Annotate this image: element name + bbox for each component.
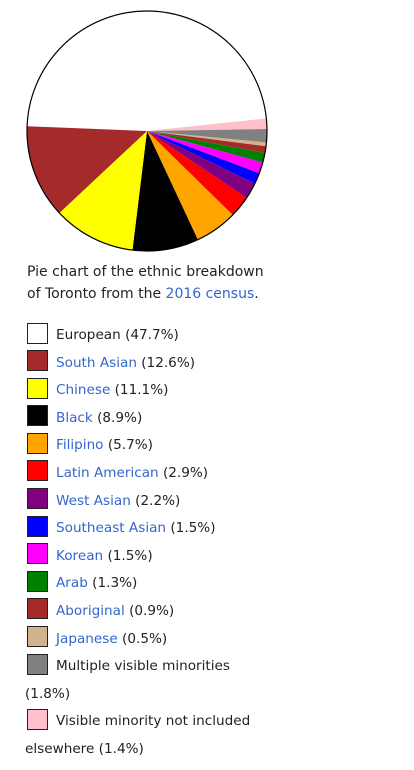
- legend-label[interactable]: West Asian: [56, 492, 131, 509]
- pie-slice-japanese: [147, 131, 267, 147]
- legend-item-latin-american: Latin American (2.9%): [27, 460, 347, 488]
- pie-slice-aboriginal: [147, 131, 267, 153]
- legend-label[interactable]: Korean: [56, 547, 104, 564]
- legend-percent: (5.7%): [103, 437, 153, 454]
- pie-slice-west-asian: [147, 131, 255, 199]
- legend-swatch: [27, 322, 48, 344]
- legend-percent: (2.2%): [130, 492, 181, 509]
- legend-label[interactable]: Southeast Asian: [56, 520, 167, 537]
- pie-slice-filipino: [147, 131, 233, 240]
- legend-swatch: [27, 543, 48, 565]
- legend-percent: (2.9%): [158, 464, 209, 481]
- pie-slice-south-asian: [26, 126, 148, 213]
- legend-swatch: [27, 708, 48, 730]
- pie-slice-korean: [147, 131, 263, 174]
- legend-item-chinese: Chinese (11.1%): [27, 377, 347, 405]
- legend-item-west-asian: West Asian (2.2%): [27, 488, 347, 516]
- legend-label[interactable]: Latin American: [56, 464, 159, 481]
- legend-label[interactable]: Arab: [56, 575, 88, 592]
- caption-line-1: Pie chart of the ethnic breakdown: [27, 264, 264, 280]
- caption-line-2-prefix: of Toronto from the: [27, 286, 166, 302]
- pie-slice-multiple-visible-minorities: [147, 128, 267, 143]
- legend-percent: (1.5%): [166, 520, 216, 537]
- legend-percent: (1.3%): [87, 575, 138, 592]
- caption-line-2-suffix: .: [254, 286, 259, 302]
- legend-item-black: Black (8.9%): [27, 405, 347, 433]
- legend-percent: (8.9%): [92, 409, 143, 426]
- legend-percent: (0.9%): [124, 602, 175, 619]
- pie-chart: [26, 10, 268, 252]
- pie-slice-visible-minority-not-included-elsewhere: [147, 118, 267, 131]
- legend-label[interactable]: Filipino: [56, 437, 104, 454]
- legend-percent: (1.5%): [103, 547, 153, 564]
- pie-slice-southeast-asian: [147, 131, 260, 184]
- pie-outline: [26, 10, 268, 252]
- pie-slice-chinese: [59, 131, 147, 251]
- chart-legend: European (47.7%) South Asian (12.6%) Chine…: [25, 322, 347, 763]
- legend-percent: (11.1%): [110, 382, 169, 399]
- pie-slice-black: [132, 131, 198, 252]
- pie-slice-arab: [147, 131, 265, 163]
- legend-percent: (1.4%): [94, 740, 144, 757]
- legend-percent: (47.7%): [120, 327, 179, 343]
- legend-label: Visible minority not included: [56, 713, 251, 730]
- legend-percent: (1.8%): [25, 685, 71, 702]
- legend-item-european: European (47.7%): [27, 322, 347, 350]
- legend-label: Multiple visible minorities: [56, 658, 230, 675]
- legend-swatch: [27, 570, 48, 592]
- figure-caption: Pie chart of the ethnic breakdown of Tor…: [27, 261, 327, 305]
- pie-slice-latin-american: [147, 131, 247, 215]
- legend-label[interactable]: Japanese: [56, 630, 118, 647]
- legend-item-aboriginal: Aboriginal (0.9%): [27, 598, 347, 626]
- legend-item-southeast-asian: Southeast Asian (1.5%): [27, 515, 347, 543]
- legend-label[interactable]: Black: [56, 409, 93, 426]
- legend-swatch: [27, 598, 48, 620]
- legend-label-continued: elsewhere: [25, 740, 95, 757]
- legend-swatch: [27, 350, 48, 372]
- legend-swatch: [27, 626, 48, 648]
- census-link[interactable]: 2016 census: [165, 286, 255, 302]
- legend-percent: (12.6%): [136, 354, 196, 371]
- legend-swatch: [27, 377, 48, 399]
- legend-swatch: [27, 515, 48, 537]
- legend-label[interactable]: Chinese: [56, 382, 111, 399]
- legend-item-arab: Arab (1.3%): [27, 570, 347, 598]
- legend-percent: (0.5%): [117, 630, 168, 647]
- legend-swatch: [27, 432, 48, 454]
- pie-slice-european: [27, 10, 267, 132]
- legend-item-japanese: Japanese (0.5%): [27, 626, 347, 654]
- legend-swatch: [27, 405, 48, 427]
- legend-swatch: [27, 653, 48, 675]
- legend-item-visible-minority-not-included: Visible minority not included elsewhere (…: [25, 708, 347, 763]
- legend-item-multiple-visible-minorities: Multiple visible minorities (1.8%): [25, 653, 347, 708]
- legend-swatch: [27, 488, 48, 510]
- legend-swatch: [27, 460, 48, 482]
- legend-item-south-asian: South Asian (12.6%): [27, 350, 347, 378]
- legend-label[interactable]: South Asian: [56, 354, 137, 371]
- legend-item-filipino: Filipino (5.7%): [27, 432, 347, 460]
- legend-item-korean: Korean (1.5%): [27, 543, 347, 571]
- legend-label: European: [56, 327, 121, 343]
- legend-label[interactable]: Aboriginal: [56, 602, 125, 619]
